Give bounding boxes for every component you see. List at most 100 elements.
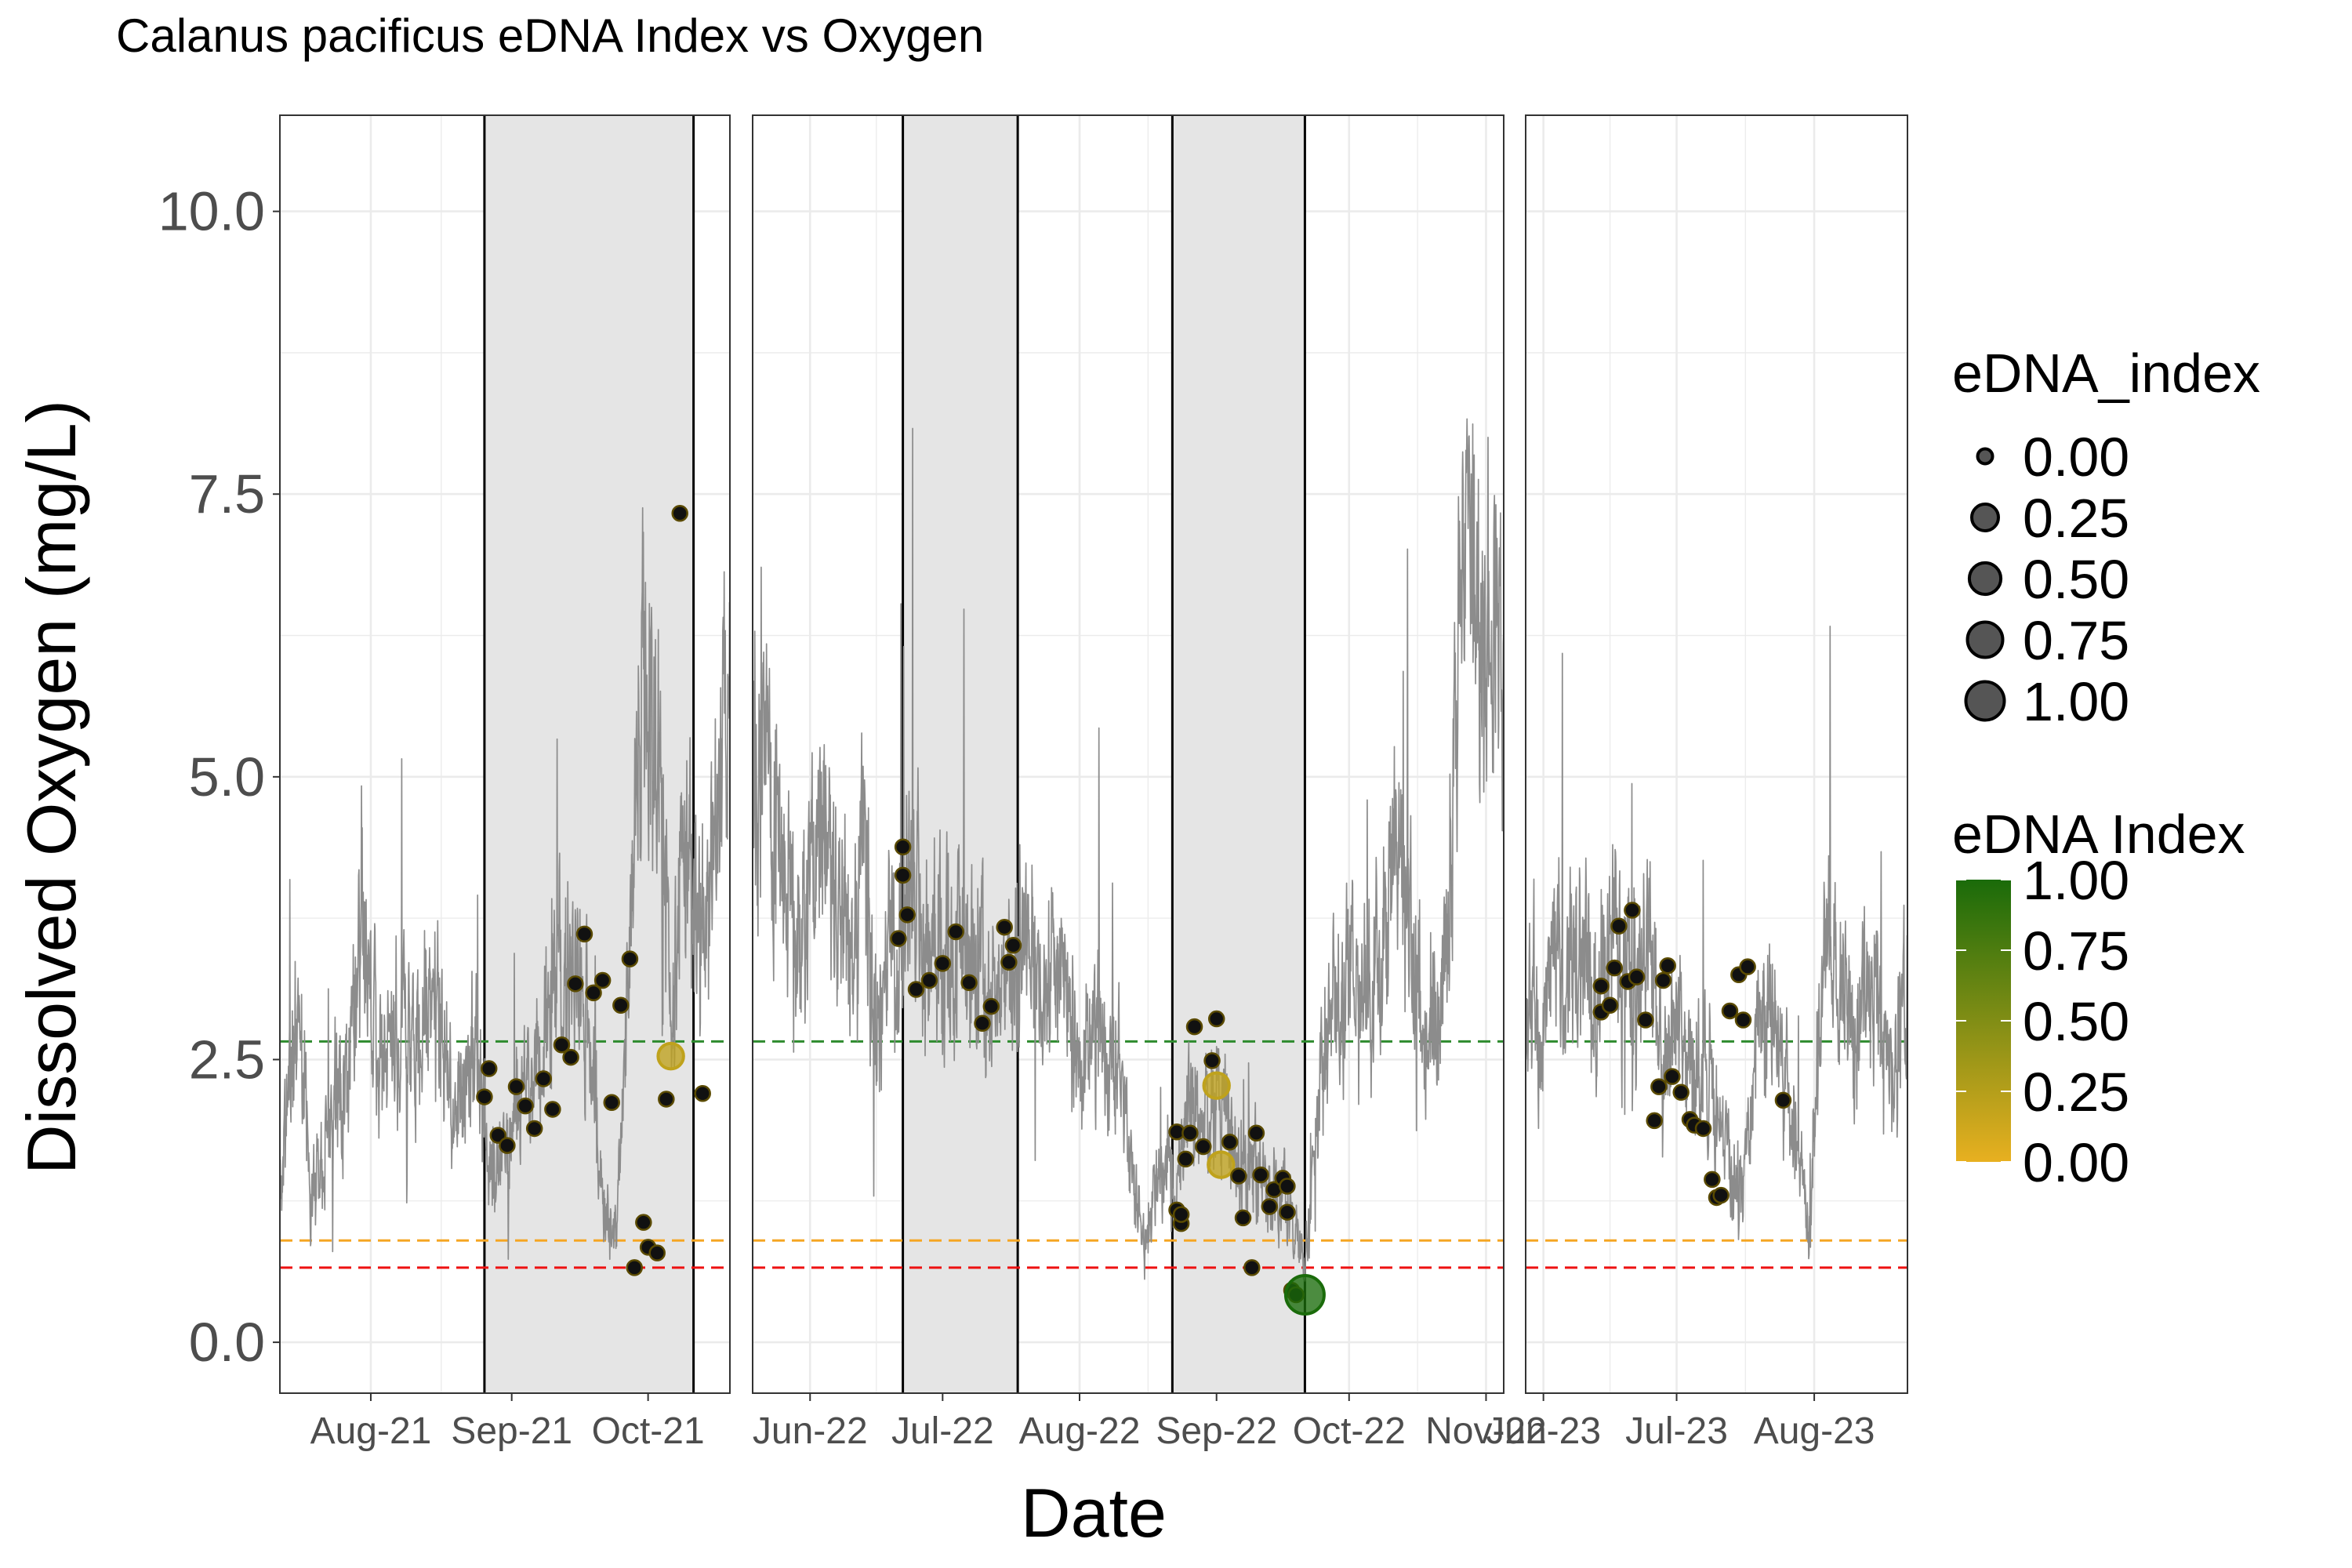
legend-size-title: eDNA_index: [1952, 343, 2260, 404]
sample-point: [1279, 1203, 1296, 1221]
sample-point: [894, 866, 912, 884]
sample-point: [1234, 1209, 1252, 1227]
x-tick-label: Jul-23: [1625, 1410, 1728, 1452]
shaded-period: [484, 115, 694, 1393]
sample-point: [1172, 1206, 1190, 1223]
sample-point: [1774, 1091, 1792, 1109]
x-tick-label: Jul-22: [891, 1410, 994, 1452]
sample-point: [553, 1036, 571, 1054]
sample-point: [575, 925, 593, 943]
sample-point: [694, 1084, 711, 1102]
sample-point: [1247, 1124, 1265, 1142]
sample-point: [934, 955, 952, 972]
legend-size-label: 0.50: [2023, 549, 2129, 610]
sample-point: [626, 1259, 643, 1276]
sample-point: [1252, 1166, 1269, 1184]
sample-point: [1283, 1274, 1326, 1316]
y-axis: 0.0 2.5 5.0 7.5 10.0: [158, 181, 280, 1373]
legend-size: eDNA_index 0.000.250.500.751.00: [1952, 343, 2260, 732]
sample-point: [1694, 1120, 1712, 1138]
legend-color-label: 0.00: [2023, 1132, 2129, 1193]
legend-size-key: [1976, 447, 1994, 466]
sample-point: [996, 918, 1013, 936]
legend-size-label: 0.75: [2023, 610, 2129, 671]
sample-point: [1637, 1011, 1654, 1029]
sample-point: [1004, 937, 1022, 954]
sample-point: [898, 906, 916, 924]
sample-point: [656, 1041, 685, 1071]
sample-point: [1646, 1112, 1663, 1130]
legend-size-label: 0.25: [2023, 488, 2129, 549]
sample-point: [562, 1048, 579, 1066]
sample-point: [476, 1088, 493, 1105]
y-tick-label: 2.5: [189, 1029, 265, 1090]
x-tick-label: Aug-23: [1754, 1410, 1875, 1452]
sample-point: [585, 984, 602, 1002]
sample-point: [947, 923, 964, 941]
x-tick-label: Aug-22: [1019, 1410, 1141, 1452]
legend-color: eDNA Index 0.00 0.25 0.50 0.75 1.00: [1952, 804, 2245, 1193]
x-tick-label: Oct-22: [1293, 1410, 1406, 1452]
sample-point: [544, 1101, 561, 1118]
sample-point: [593, 971, 612, 989]
x-tick-label: Sep-22: [1156, 1410, 1277, 1452]
legend-size-key: [1970, 503, 2000, 532]
y-tick-label: 10.0: [158, 181, 265, 242]
sample-point: [1230, 1167, 1247, 1185]
legend-color-title: eDNA Index: [1952, 804, 2245, 865]
x-tick-label: Jun-23: [1486, 1410, 1601, 1452]
oxygen-trace: [752, 418, 1504, 1282]
sample-point: [480, 1060, 498, 1077]
sample-point: [1601, 996, 1619, 1014]
sample-point: [1672, 1083, 1690, 1102]
legend-color-label: 0.75: [2023, 920, 2129, 982]
sample-point: [1243, 1259, 1261, 1276]
sample-point: [658, 1091, 675, 1108]
sample-point: [1221, 1134, 1239, 1151]
sample-point: [1659, 956, 1676, 975]
sample-point: [1624, 902, 1641, 919]
sample-point: [1712, 1186, 1730, 1204]
panel-2: Jun-22 Jul-22 Aug-22 Sep-22 Oct-22 Nov-22: [752, 114, 1547, 1452]
sample-point: [1195, 1138, 1212, 1156]
sample-point: [974, 1014, 991, 1033]
y-axis-label: Dissolved Oxygen (mg/L): [13, 400, 90, 1174]
sample-point: [525, 1120, 543, 1138]
sample-point: [1203, 1052, 1221, 1069]
sample-point: [890, 930, 907, 947]
sample-point: [621, 950, 639, 967]
sample-point: [635, 1214, 652, 1231]
legend-size-label: 1.00: [2023, 671, 2129, 732]
sample-point: [1664, 1068, 1681, 1085]
x-tick-label: Oct-21: [592, 1410, 705, 1452]
panel-border: [1525, 114, 1908, 1394]
panel-border: [752, 114, 1504, 1394]
panel-1: Aug-21 Sep-21 Oct-21: [279, 114, 731, 1452]
sample-point: [1000, 953, 1018, 971]
y-tick-label: 7.5: [189, 463, 265, 524]
sample-point: [1610, 917, 1628, 935]
sample-point: [603, 1094, 621, 1112]
sample-point: [1606, 959, 1624, 977]
legend-size-key: [1967, 561, 2003, 597]
x-tick-label: Jun-22: [753, 1410, 868, 1452]
sample-point: [1207, 1150, 1236, 1179]
sample-point: [1592, 977, 1610, 995]
sample-point: [1739, 958, 1756, 975]
sample-point: [1202, 1071, 1231, 1100]
y-tick-label: 0.0: [189, 1312, 265, 1373]
panels: Aug-21 Sep-21 Oct-21 Jun-22 Jul-22 Aug-22 Sep-…: [279, 114, 1908, 1452]
x-tick-label: Nov-22: [1425, 1410, 1547, 1452]
sample-point: [1734, 1011, 1752, 1029]
legend-color-label: 0.50: [2023, 991, 2129, 1052]
sample-point: [920, 971, 938, 989]
sample-point: [1261, 1198, 1279, 1215]
sample-point: [894, 838, 912, 856]
legend-size-label: 0.00: [2023, 426, 2129, 488]
sample-point: [671, 505, 688, 522]
sample-point: [1654, 971, 1672, 989]
sample-point: [1650, 1078, 1668, 1095]
x-tick-label: Aug-21: [310, 1410, 432, 1452]
sample-point: [648, 1244, 666, 1261]
sample-point: [907, 981, 925, 998]
